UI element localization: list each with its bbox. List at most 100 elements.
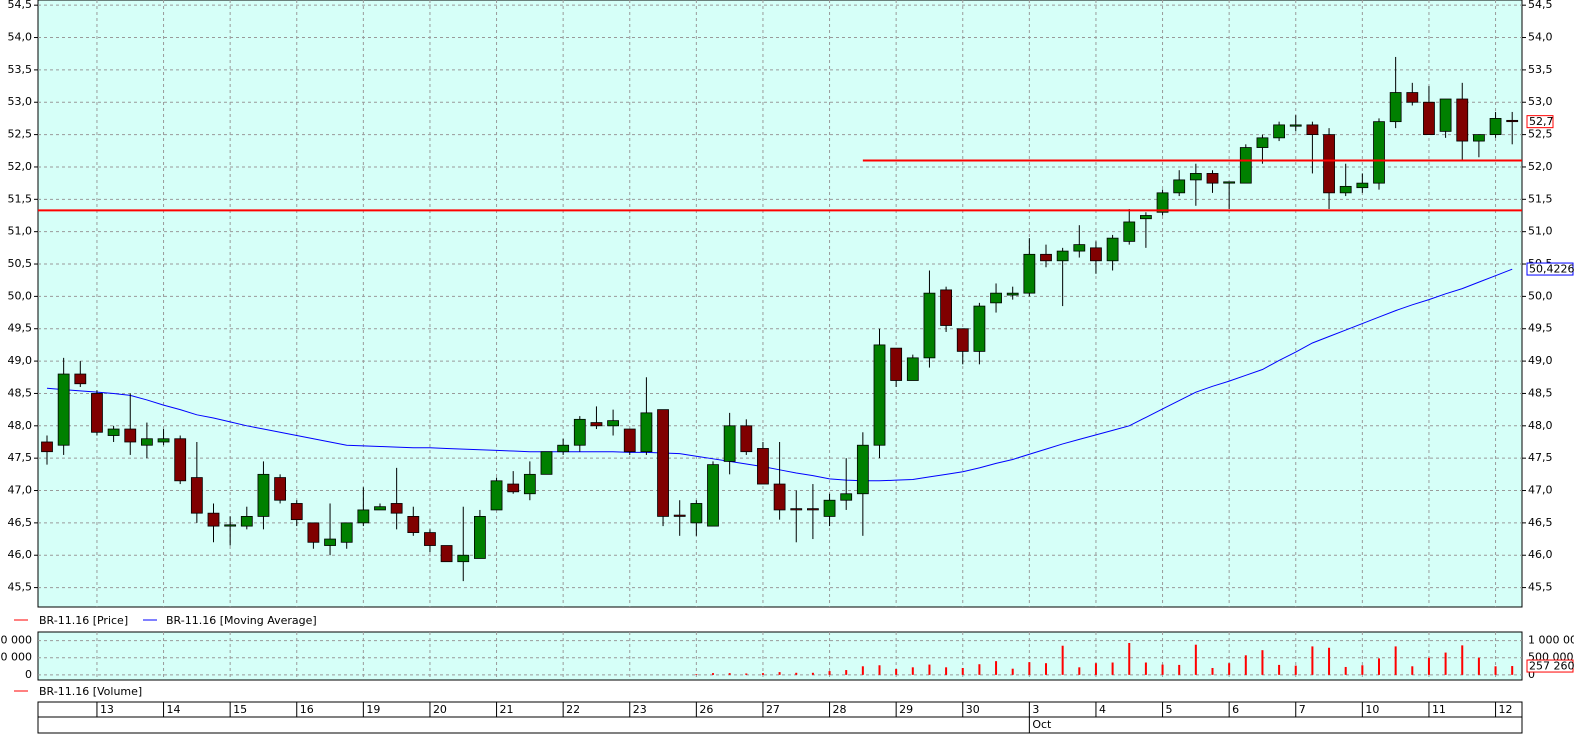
- volume-bar: [1128, 642, 1131, 675]
- last-value-label: 52,7: [1529, 115, 1554, 128]
- volume-bar: [828, 671, 831, 675]
- x-tick-label: 14: [167, 703, 181, 716]
- volume-bar: [995, 661, 998, 675]
- candle-body: [440, 545, 453, 563]
- volume-bar: [712, 673, 714, 675]
- volume-bar: [1344, 666, 1347, 675]
- y-tick-label: 46,5: [8, 516, 33, 529]
- candle-body: [473, 516, 486, 559]
- volume-bar: [1427, 657, 1430, 675]
- y-tick-label: 52,0: [8, 160, 33, 173]
- x-tick-label: 30: [966, 703, 980, 716]
- candle-body: [1373, 121, 1385, 184]
- y-tick-label: 48,0: [8, 419, 33, 432]
- x-tick-label: 21: [500, 703, 514, 716]
- legend-label: BR-11.16 [Price]: [39, 614, 128, 627]
- candle-body: [307, 522, 320, 543]
- volume-bar: [1278, 664, 1281, 675]
- candle-body: [390, 503, 403, 514]
- x-tick-label: 11: [1432, 703, 1446, 716]
- candle-body: [224, 524, 237, 527]
- candle-body: [424, 532, 436, 546]
- candle-body: [923, 292, 936, 359]
- x-tick-label: 3: [1032, 703, 1039, 716]
- volume-bar: [761, 673, 764, 675]
- volume-bar: [945, 667, 948, 675]
- volume-bar: [1111, 662, 1114, 675]
- x-tick-label: 29: [899, 703, 913, 716]
- volume-bar: [845, 670, 848, 675]
- volume-bar: [1094, 663, 1097, 675]
- candle-body: [41, 441, 53, 453]
- y-tick-label: 50,0: [1528, 289, 1553, 302]
- candle-body: [407, 516, 420, 533]
- candle-body: [124, 428, 137, 443]
- candle-body: [140, 438, 153, 446]
- volume-bar: [1178, 664, 1181, 675]
- candle-body: [290, 503, 303, 521]
- candle-body: [1439, 98, 1452, 132]
- volume-bar: [778, 672, 781, 675]
- volume-bar: [895, 669, 898, 675]
- candle-body: [890, 347, 903, 381]
- candle-body: [590, 422, 603, 427]
- candle-body: [1223, 181, 1236, 184]
- x-tick-label: 19: [366, 703, 380, 716]
- y-tick-label: 46,0: [1528, 548, 1553, 561]
- legend-label: BR-11.16 [Moving Average]: [166, 614, 317, 627]
- volume-bar: [878, 665, 881, 675]
- last-value-box: [1526, 262, 1574, 276]
- volume-bar: [1078, 667, 1081, 675]
- candle-body: [324, 538, 336, 546]
- candle-body: [640, 412, 653, 453]
- candle-body: [507, 483, 520, 493]
- x-tick-label: 26: [699, 703, 713, 716]
- candle-body: [1356, 182, 1369, 189]
- candle-body: [990, 292, 1002, 304]
- candle-body: [757, 448, 769, 485]
- volume-bar: [695, 674, 698, 675]
- volume-bar: [1294, 665, 1297, 675]
- candle-body: [1273, 124, 1285, 139]
- candle-body: [940, 289, 952, 326]
- x-tick-label: 10: [1365, 703, 1379, 716]
- candle-body: [1056, 250, 1069, 262]
- y-tick-label: 50,5: [8, 257, 33, 270]
- candle-body: [690, 503, 703, 524]
- candle-body: [1473, 134, 1485, 142]
- candle-body: [573, 418, 586, 446]
- x-tick-label: 23: [633, 703, 647, 716]
- candle-body: [1339, 185, 1352, 194]
- y-tick-label: 48,5: [1528, 386, 1553, 399]
- candle-body: [1306, 124, 1319, 136]
- candle-body: [1173, 179, 1186, 194]
- y-tick-label: 53,0: [8, 95, 33, 108]
- candle-body: [274, 477, 287, 501]
- candle-body: [523, 473, 536, 495]
- last-value-label: 257 260: [1529, 660, 1574, 673]
- volume-bar: [1378, 658, 1380, 675]
- volume-bar: [1228, 663, 1231, 675]
- candle-body: [1106, 237, 1119, 262]
- y-tick-label: 45,5: [8, 581, 33, 594]
- y-tick-label: 0: [1528, 668, 1535, 681]
- y-tick-label: 53,5: [1528, 63, 1553, 76]
- y-tick-label: 54,0: [1528, 31, 1553, 44]
- volume-bar: [861, 666, 864, 675]
- y-tick-label: 47,5: [8, 451, 33, 464]
- volume-bar: [1328, 647, 1331, 675]
- candle-body: [1239, 147, 1252, 184]
- candle-body: [1456, 98, 1469, 142]
- y-tick-label: 46,0: [8, 548, 33, 561]
- volume-bar: [978, 664, 981, 675]
- volume-bar: [1028, 662, 1031, 675]
- candle-body: [1073, 244, 1086, 252]
- candle-body: [1489, 118, 1502, 136]
- candle-body: [174, 438, 187, 482]
- y-tick-label: 47,5: [1528, 451, 1553, 464]
- candle-body: [1323, 134, 1335, 194]
- x-tick-label: 20: [433, 703, 447, 716]
- volume-bar: [795, 672, 798, 675]
- volume-bar: [1361, 665, 1364, 675]
